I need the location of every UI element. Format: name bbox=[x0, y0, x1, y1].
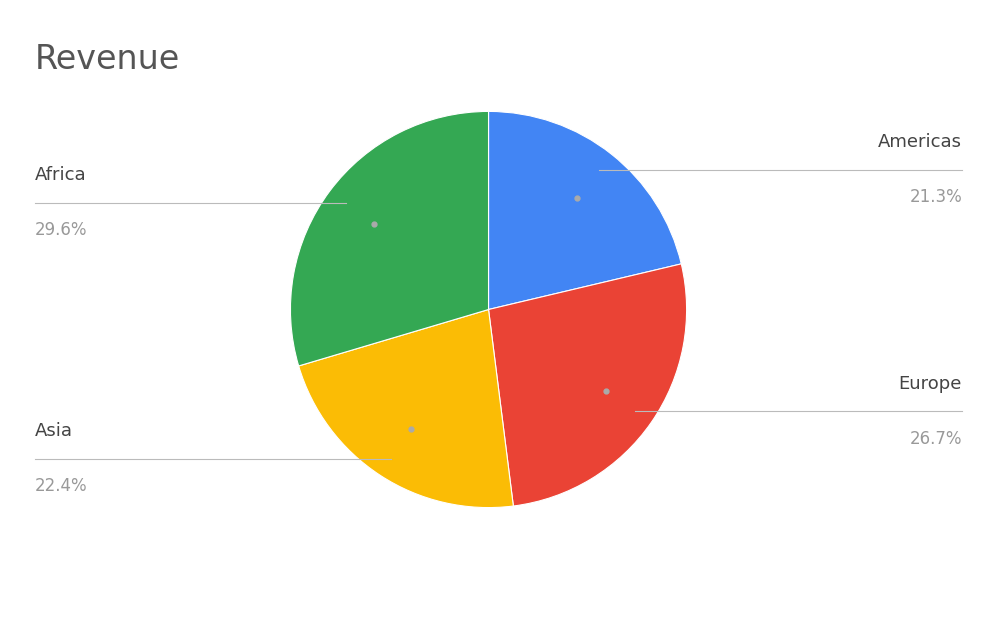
Wedge shape bbox=[489, 111, 681, 310]
Text: 26.7%: 26.7% bbox=[909, 430, 962, 448]
Text: Asia: Asia bbox=[35, 422, 73, 440]
Text: Europe: Europe bbox=[898, 374, 962, 392]
Wedge shape bbox=[489, 264, 687, 506]
Wedge shape bbox=[299, 310, 513, 508]
Text: 21.3%: 21.3% bbox=[909, 188, 962, 206]
Text: Americas: Americas bbox=[878, 133, 962, 151]
Text: 29.6%: 29.6% bbox=[35, 222, 88, 240]
Text: Africa: Africa bbox=[35, 167, 87, 184]
Text: Revenue: Revenue bbox=[35, 43, 180, 76]
Text: 22.4%: 22.4% bbox=[35, 477, 88, 495]
Wedge shape bbox=[290, 111, 489, 366]
